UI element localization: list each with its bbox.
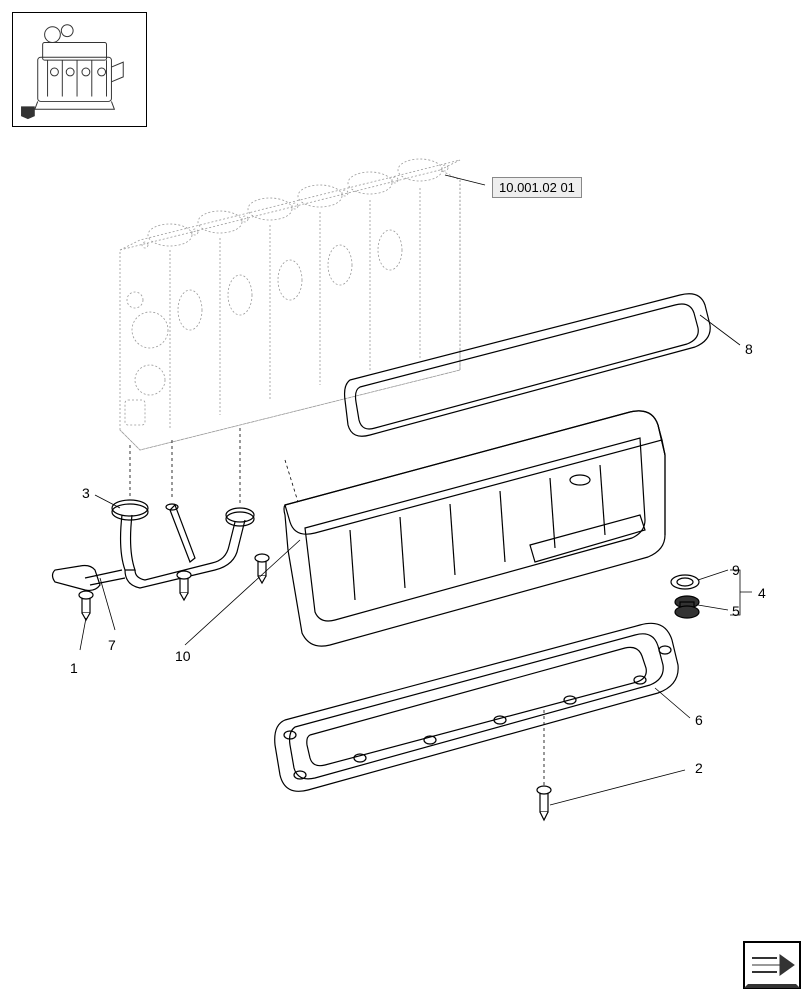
callout-4: 4 (758, 585, 766, 601)
pickup-bolts (79, 554, 269, 620)
next-arrow-icon[interactable] (742, 940, 802, 990)
callout-5: 5 (732, 603, 740, 619)
main-diagram (40, 150, 760, 930)
reference-label: 10.001.02 01 (492, 177, 582, 198)
drain-plug (671, 575, 699, 618)
callout-8: 8 (745, 341, 753, 357)
upper-gasket (345, 294, 711, 437)
lower-frame (275, 623, 678, 791)
callout-1: 1 (70, 660, 78, 676)
oil-pan (284, 411, 665, 646)
callout-6: 6 (695, 712, 703, 728)
callout-3: 3 (82, 485, 90, 501)
pickup-tube (53, 500, 255, 590)
leader-lines (80, 175, 752, 805)
callout-10: 10 (175, 648, 191, 664)
engine-block-ghost (120, 159, 460, 450)
callout-2: 2 (695, 760, 703, 776)
callout-9: 9 (732, 562, 740, 578)
frame-bolt (537, 786, 551, 820)
callout-7: 7 (108, 637, 116, 653)
thumbnail-engine (12, 12, 147, 127)
